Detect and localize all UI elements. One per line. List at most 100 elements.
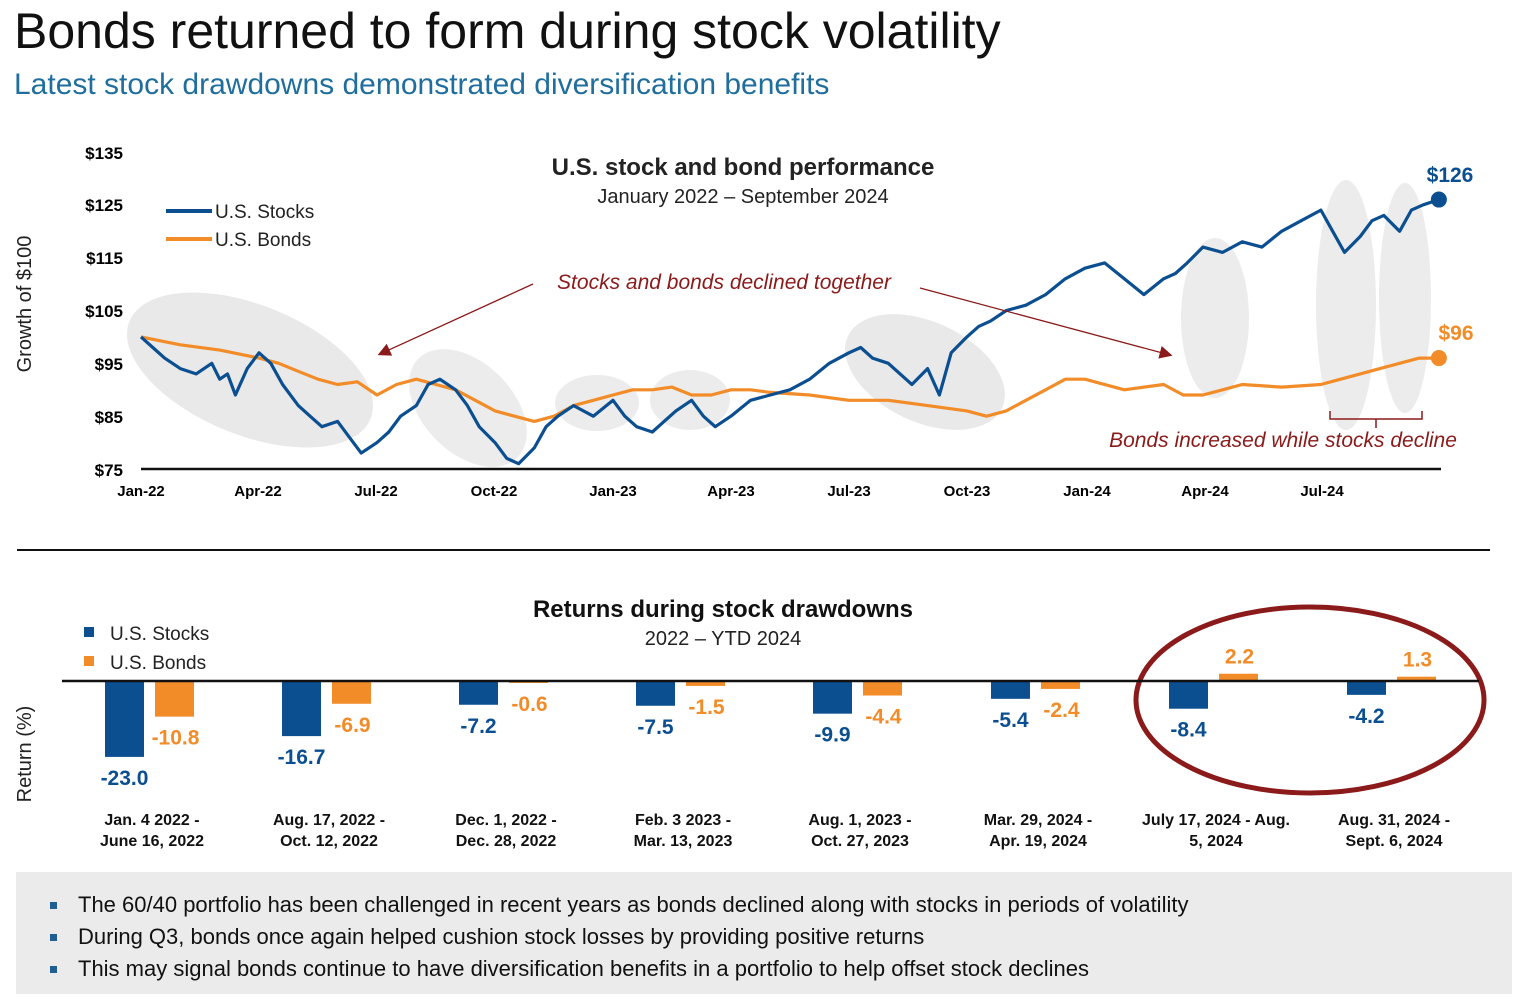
legend-label-bonds: U.S. Bonds <box>215 230 311 251</box>
y-tick-label: $135 <box>85 144 123 163</box>
bar-label-stocks: -23.0 <box>101 767 149 790</box>
bar-stocks <box>813 681 852 714</box>
bar-label-stocks: -7.5 <box>637 716 674 739</box>
bar-category-label: Aug. 1, 2023 - <box>808 812 911 829</box>
bar-label-bonds: -10.8 <box>152 727 200 750</box>
takeaway-text: This may signal bonds continue to have d… <box>78 956 1089 981</box>
bar-bonds <box>1219 673 1258 681</box>
bar-label-bonds: -0.6 <box>511 693 547 716</box>
takeaway-item: The 60/40 portfolio has been challenged … <box>46 889 1512 921</box>
x-tick-label: Oct-22 <box>471 483 518 500</box>
bar-bonds <box>1041 681 1080 689</box>
annotations: Stocks and bonds declined together Bonds… <box>377 271 1457 452</box>
x-axis-ticks: Jan-22 Apr-22 Jul-22 Oct-22 Jan-23 Apr-2… <box>117 483 1344 500</box>
stocks-end-point <box>1430 191 1447 208</box>
annotation-declined-together: Stocks and bonds declined together <box>557 271 892 294</box>
shade-area <box>1316 180 1376 430</box>
bar-stocks <box>1347 681 1386 695</box>
line-chart-title: U.S. stock and bond performance <box>552 154 935 181</box>
bar-category-label: Aug. 31, 2024 - <box>1338 812 1450 829</box>
bonds-line <box>140 335 1439 423</box>
legend-label-stocks: U.S. Stocks <box>110 624 209 645</box>
bar-stocks <box>459 681 498 705</box>
line-y-axis-label: Growth of $100 <box>14 236 36 373</box>
bar-label-stocks: -4.2 <box>1348 705 1384 728</box>
shade-area <box>127 292 373 448</box>
bar-bonds <box>155 681 194 717</box>
y-tick-label: $105 <box>85 302 123 321</box>
bar-label-bonds: -6.9 <box>334 714 370 737</box>
bonds-end-label: $96 <box>1438 322 1473 345</box>
line-chart-subtitle: January 2022 – September 2024 <box>597 186 888 208</box>
bar-category-label: Oct. 12, 2022 <box>280 833 378 850</box>
takeaway-text: During Q3, bonds once again helped cushi… <box>78 924 925 949</box>
legend-label-bonds: U.S. Bonds <box>110 653 206 674</box>
x-tick-label: Jan-24 <box>1063 483 1111 500</box>
x-tick-label: Apr-24 <box>1181 483 1229 500</box>
bar-chart-title: Returns during stock drawdowns <box>533 596 913 623</box>
bar-label-stocks: -5.4 <box>992 709 1029 732</box>
takeaway-text: The 60/40 portfolio has been challenged … <box>78 892 1189 917</box>
x-tick-label: Jan-22 <box>117 483 165 500</box>
bar-label-stocks: -8.4 <box>1170 719 1207 742</box>
page-title: Bonds returned to form during stock vola… <box>14 3 1001 59</box>
line-legend: U.S. Stocks U.S. Bonds <box>166 202 314 251</box>
takeaways-list: The 60/40 portfolio has been challenged … <box>16 872 1512 985</box>
bar-category-label: Oct. 27, 2023 <box>811 833 909 850</box>
bar-legend: U.S. Stocks U.S. Bonds <box>84 624 209 674</box>
x-tick-label: Apr-22 <box>234 483 282 500</box>
x-tick-label: Jan-23 <box>589 483 637 500</box>
y-tick-label: $85 <box>95 408 123 427</box>
y-tick-label: $125 <box>85 196 123 215</box>
bar-category-label: Mar. 29, 2024 - <box>984 812 1093 829</box>
charts-canvas: U.S. stock and bond performance January … <box>14 144 1490 850</box>
takeaway-item: During Q3, bonds once again helped cushi… <box>46 921 1512 953</box>
bar-label-bonds: -2.4 <box>1043 699 1080 722</box>
bonds-end-point <box>1430 350 1447 367</box>
x-tick-label: Jul-23 <box>827 483 870 500</box>
annotation-bonds-increased: Bonds increased while stocks decline <box>1109 429 1457 452</box>
shade-area <box>555 375 639 431</box>
bar-series: -23.0-10.8 Jan. 4 2022 - June 16, 2022 -16.… <box>100 646 1450 850</box>
bullet-square-icon <box>50 934 57 941</box>
bar-category-label: June 16, 2022 <box>100 833 204 850</box>
bar-category-label: Dec. 1, 2022 - <box>455 812 556 829</box>
page-subtitle: Latest stock drawdowns demonstrated dive… <box>14 68 830 101</box>
bar-category-label: Mar. 13, 2023 <box>634 833 733 850</box>
bar-category-label: Dec. 28, 2022 <box>456 833 557 850</box>
bar-stocks <box>991 681 1030 699</box>
bar-y-axis-label: Return (%) <box>14 706 36 803</box>
bar-bonds <box>686 681 725 686</box>
bar-category-label: Apr. 19, 2024 <box>989 833 1087 850</box>
bar-label-bonds: -4.4 <box>865 706 902 729</box>
bar-chart-subtitle: 2022 – YTD 2024 <box>645 628 801 650</box>
bar-bonds <box>332 681 371 704</box>
y-axis-ticks: $135 $125 $115 $105 $95 $85 $75 <box>85 144 123 480</box>
bar-category-label: Feb. 3 2023 - <box>635 812 731 829</box>
takeaway-item: This may signal bonds continue to have d… <box>46 953 1512 985</box>
highlight-circle <box>1133 604 1487 796</box>
legend-label-stocks: U.S. Stocks <box>215 202 314 223</box>
x-tick-label: Apr-23 <box>707 483 755 500</box>
legend-swatch-bonds <box>84 656 94 666</box>
annotation-arrow-left <box>377 283 534 356</box>
x-tick-label: Oct-23 <box>944 483 991 500</box>
stocks-end-label: $126 <box>1427 164 1474 187</box>
shade-area <box>1379 183 1431 413</box>
legend-swatch-stocks <box>84 627 94 637</box>
bar-stocks <box>1169 681 1208 709</box>
y-tick-label: $75 <box>95 461 123 480</box>
bar-label-stocks: -16.7 <box>278 746 326 769</box>
x-tick-label: Jul-24 <box>1300 483 1344 500</box>
bullet-square-icon <box>50 902 57 909</box>
bar-stocks <box>105 681 144 757</box>
bar-bonds <box>1397 676 1436 681</box>
takeaways-box: The 60/40 portfolio has been challenged … <box>16 872 1512 994</box>
bar-label-stocks: -7.2 <box>460 715 496 738</box>
bar-label-stocks: -9.9 <box>814 724 850 747</box>
shade-area <box>1181 238 1249 398</box>
annotation-arrow-right <box>919 287 1173 359</box>
bar-stocks <box>282 681 321 737</box>
line-series <box>139 191 1447 466</box>
bar-stocks <box>636 681 675 706</box>
